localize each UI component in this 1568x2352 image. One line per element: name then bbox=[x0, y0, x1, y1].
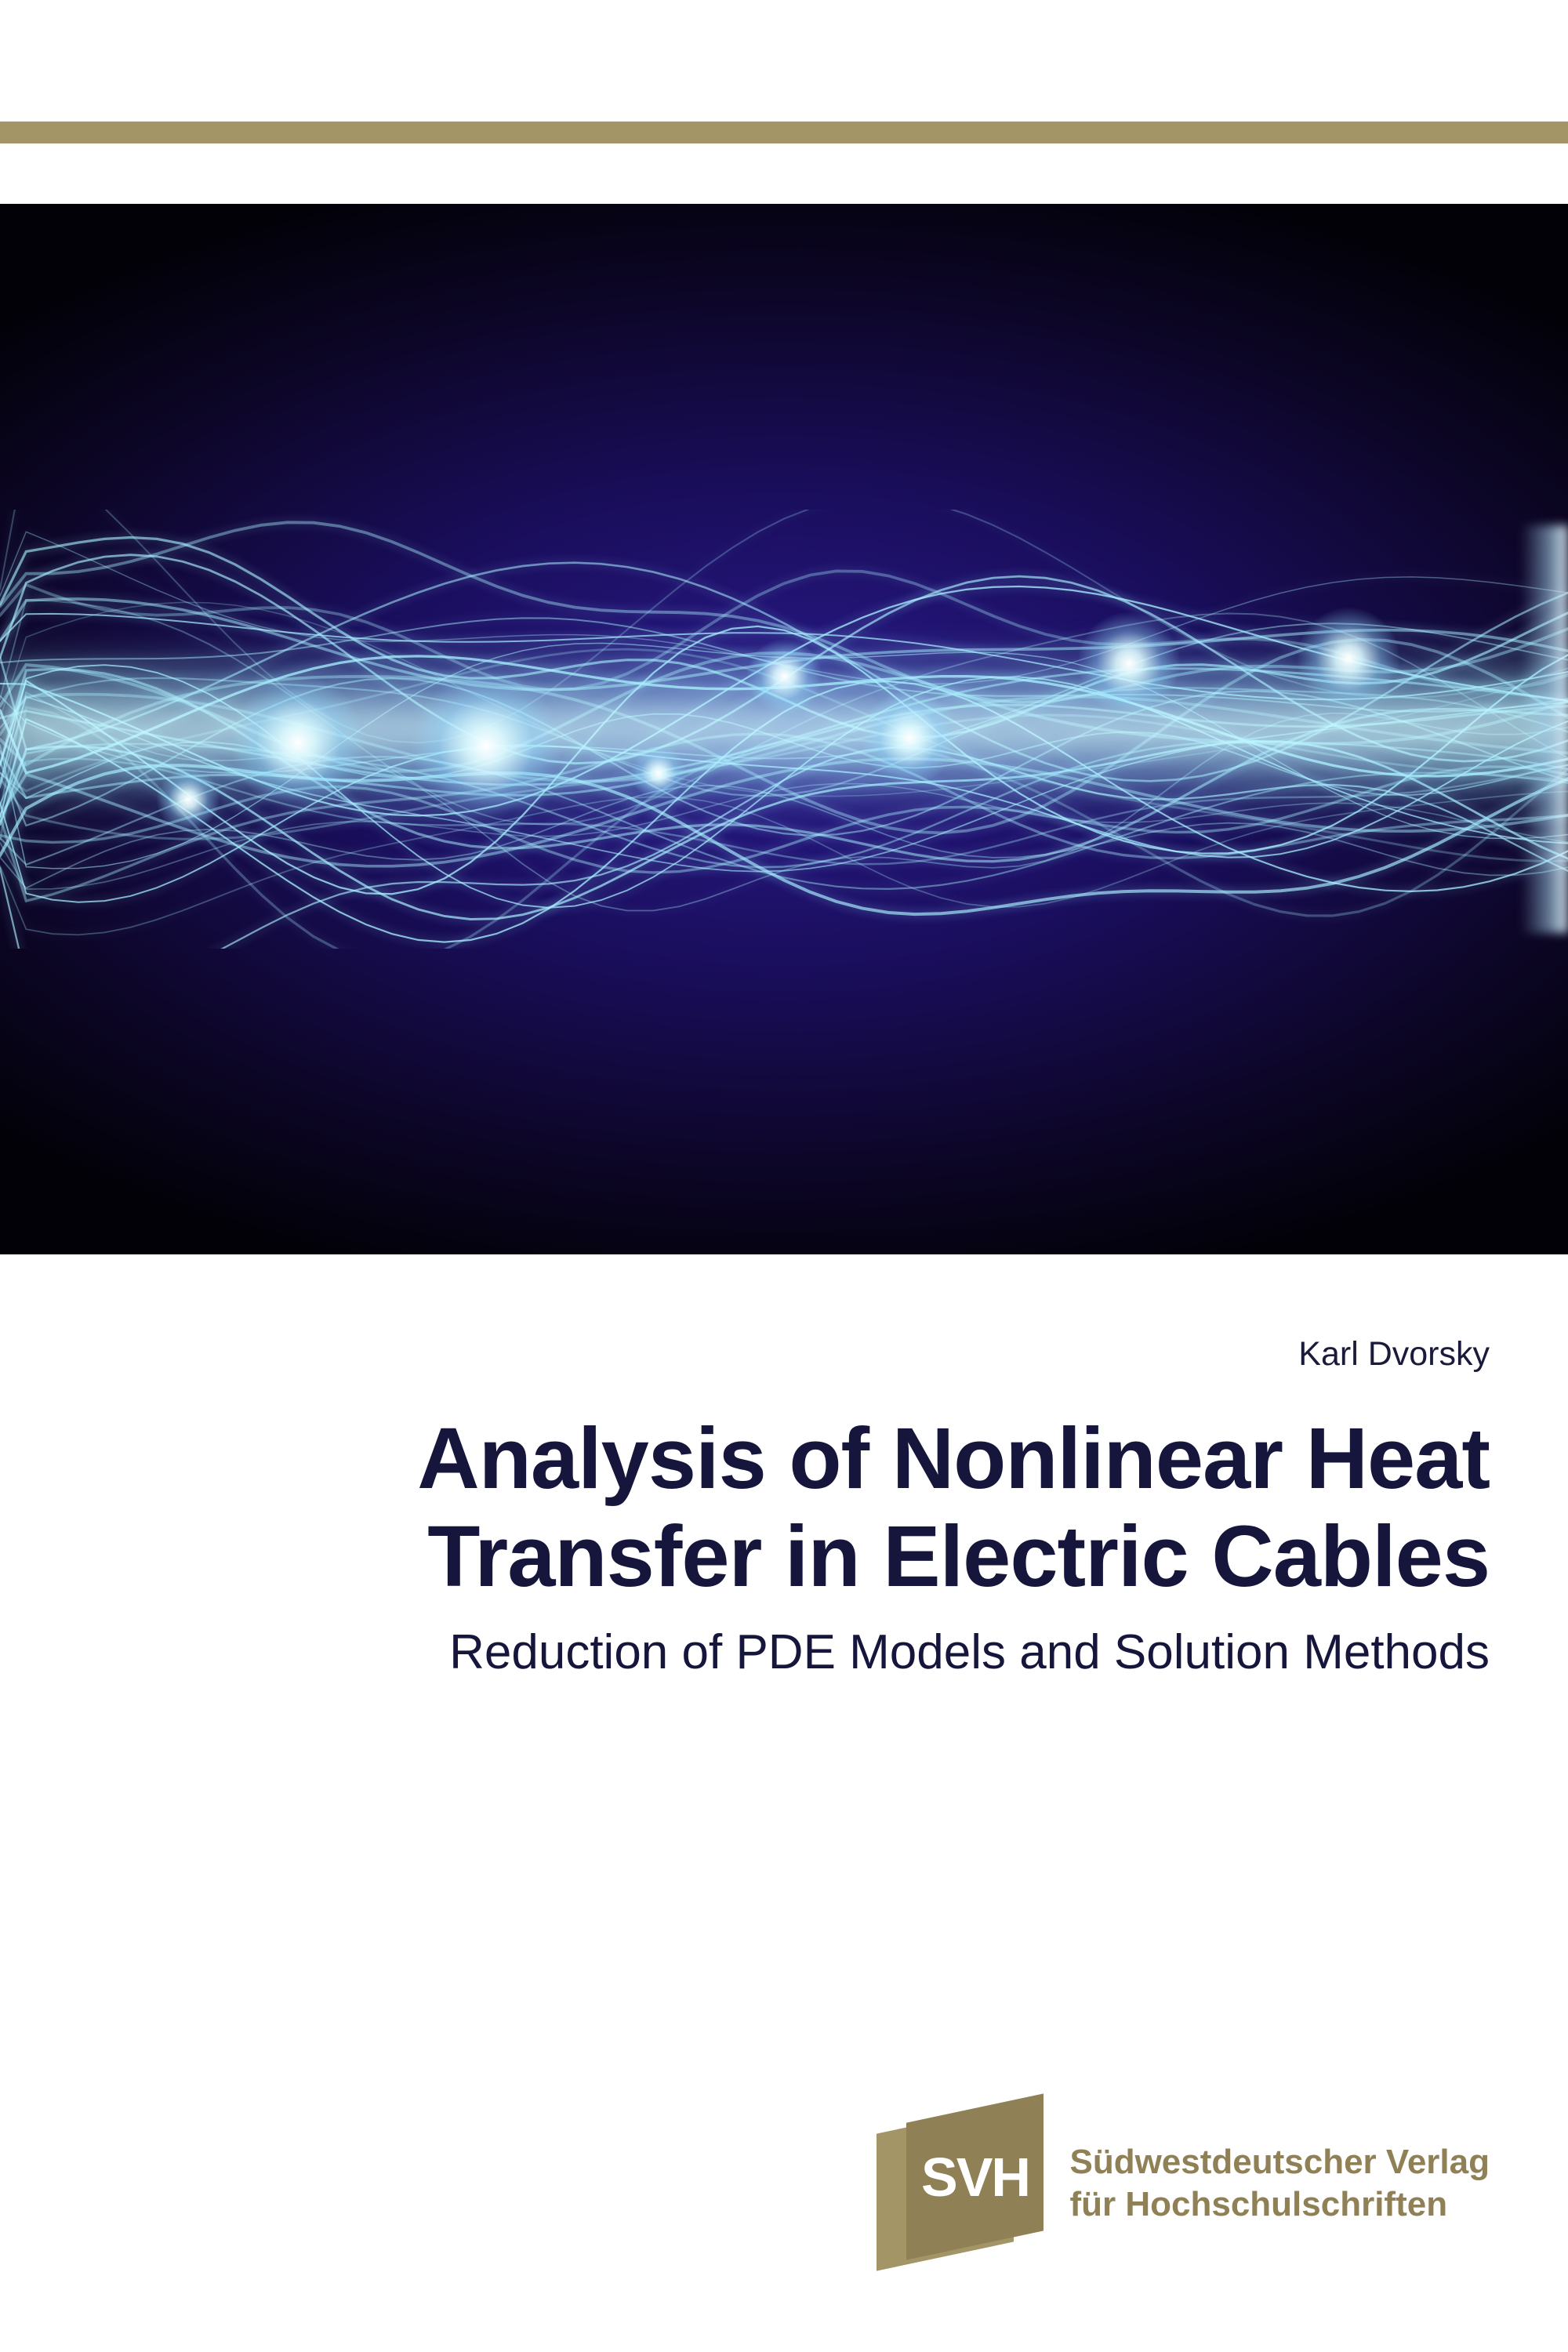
book-title: Analysis of Nonlinear Heat Transfer in E… bbox=[78, 1410, 1490, 1606]
author-name: Karl Dvorsky bbox=[1298, 1335, 1490, 1374]
publisher-block: SVH Südwestdeutscher Verlag für Hochschu… bbox=[877, 2105, 1490, 2262]
publisher-line-2: für Hochschulschriften bbox=[1069, 2183, 1490, 2226]
fiber-optic-band bbox=[0, 510, 1568, 949]
top-accent-bar bbox=[0, 122, 1568, 143]
publisher-logo-icon: SVH bbox=[877, 2105, 1049, 2262]
publisher-logo-abbrev: SVH bbox=[921, 2146, 1029, 2209]
publisher-name: Südwestdeutscher Verlag für Hochschulsch… bbox=[1069, 2141, 1490, 2225]
fiber-right-edge-glow bbox=[1521, 525, 1568, 933]
fiber-core-glow bbox=[0, 651, 1568, 808]
book-subtitle: Reduction of PDE Models and Solution Met… bbox=[78, 1624, 1490, 1680]
hero-image bbox=[0, 204, 1568, 1254]
publisher-line-1: Südwestdeutscher Verlag bbox=[1069, 2141, 1490, 2183]
